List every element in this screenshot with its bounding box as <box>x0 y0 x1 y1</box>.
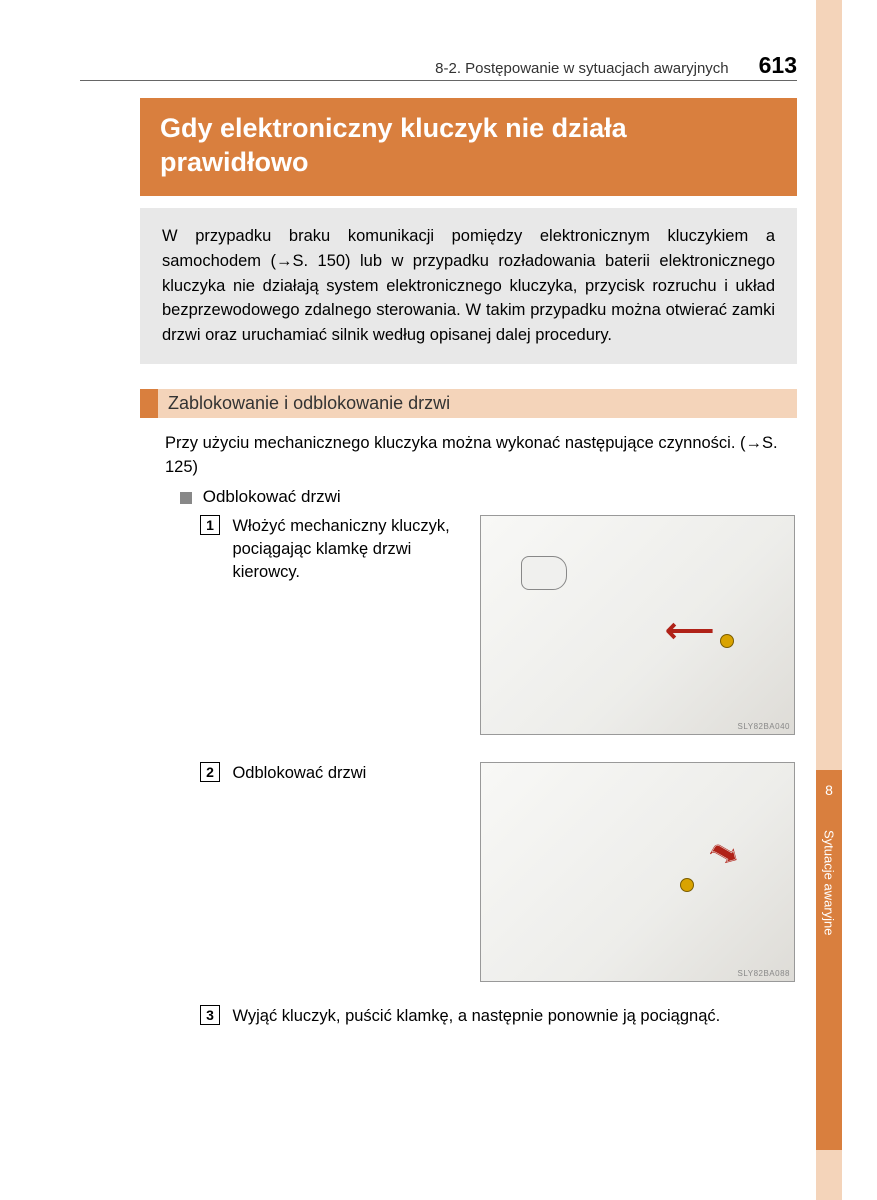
subheading-text: Zablokowanie i odblokowanie drzwi <box>168 393 787 414</box>
step-number-box: 2 <box>200 762 220 782</box>
square-bullet-icon <box>180 492 192 504</box>
intro-line: Przy użyciu mechanicznego kluczyka można… <box>165 432 797 480</box>
arrow-curved-icon: ➦ <box>702 829 747 878</box>
section-label: 8-2. Postępowanie w sytuacjach awaryjnyc… <box>435 60 728 77</box>
illustration-code: SLY82BA040 <box>738 722 790 731</box>
subheading-bar: Zablokowanie i odblokowanie drzwi <box>140 389 797 418</box>
page-header: 8-2. Postępowanie w sytuacjach awaryjnyc… <box>100 52 797 79</box>
title-block: Gdy elektroniczny kluczyk nie działa pra… <box>140 98 797 196</box>
chapter-tab-number: 8 <box>816 782 842 798</box>
header-rule <box>80 80 797 81</box>
step-text: Wyjąć kluczyk, puścić klamkę, a następni… <box>232 1005 720 1028</box>
step-number-box: 1 <box>200 515 220 535</box>
key-marker-icon <box>720 634 734 648</box>
car-mirror-shape <box>521 556 567 590</box>
arrow-left-icon: ⟵ <box>665 611 714 651</box>
intro-line-text: Przy użyciu mechanicznego kluczyka można… <box>165 434 778 476</box>
subheading-accent <box>140 389 158 418</box>
side-stripe-top <box>816 0 842 770</box>
step-text: Odblokować drzwi <box>232 762 366 785</box>
intro-box: W przypadku braku komunikacji pomiędzy e… <box>140 208 797 364</box>
step-text: Włożyć mechaniczny kluczyk, pociągając k… <box>232 515 452 584</box>
procedure-heading: Odblokować drzwi <box>180 487 341 507</box>
step-number-box: 3 <box>200 1005 220 1025</box>
page-number: 613 <box>759 52 797 79</box>
step-3: 3 Wyjąć kluczyk, puścić klamkę, a następ… <box>200 1005 797 1028</box>
chapter-tab-label: Sytuacje awaryjne <box>822 830 837 936</box>
page-title: Gdy elektroniczny kluczyk nie działa pra… <box>160 112 777 180</box>
procedure-heading-text: Odblokować drzwi <box>203 487 341 506</box>
illustration-code: SLY82BA088 <box>738 969 790 978</box>
key-marker-icon <box>680 878 694 892</box>
chapter-tab: 8 Sytuacje awaryjne <box>816 770 842 1150</box>
side-stripe-bottom <box>816 1150 842 1200</box>
subheading-background: Zablokowanie i odblokowanie drzwi <box>158 389 797 418</box>
intro-paragraph: W przypadku braku komunikacji pomiędzy e… <box>162 224 775 348</box>
illustration-1: ⟵ SLY82BA040 <box>480 515 795 735</box>
illustration-2: ➦ SLY82BA088 <box>480 762 795 982</box>
